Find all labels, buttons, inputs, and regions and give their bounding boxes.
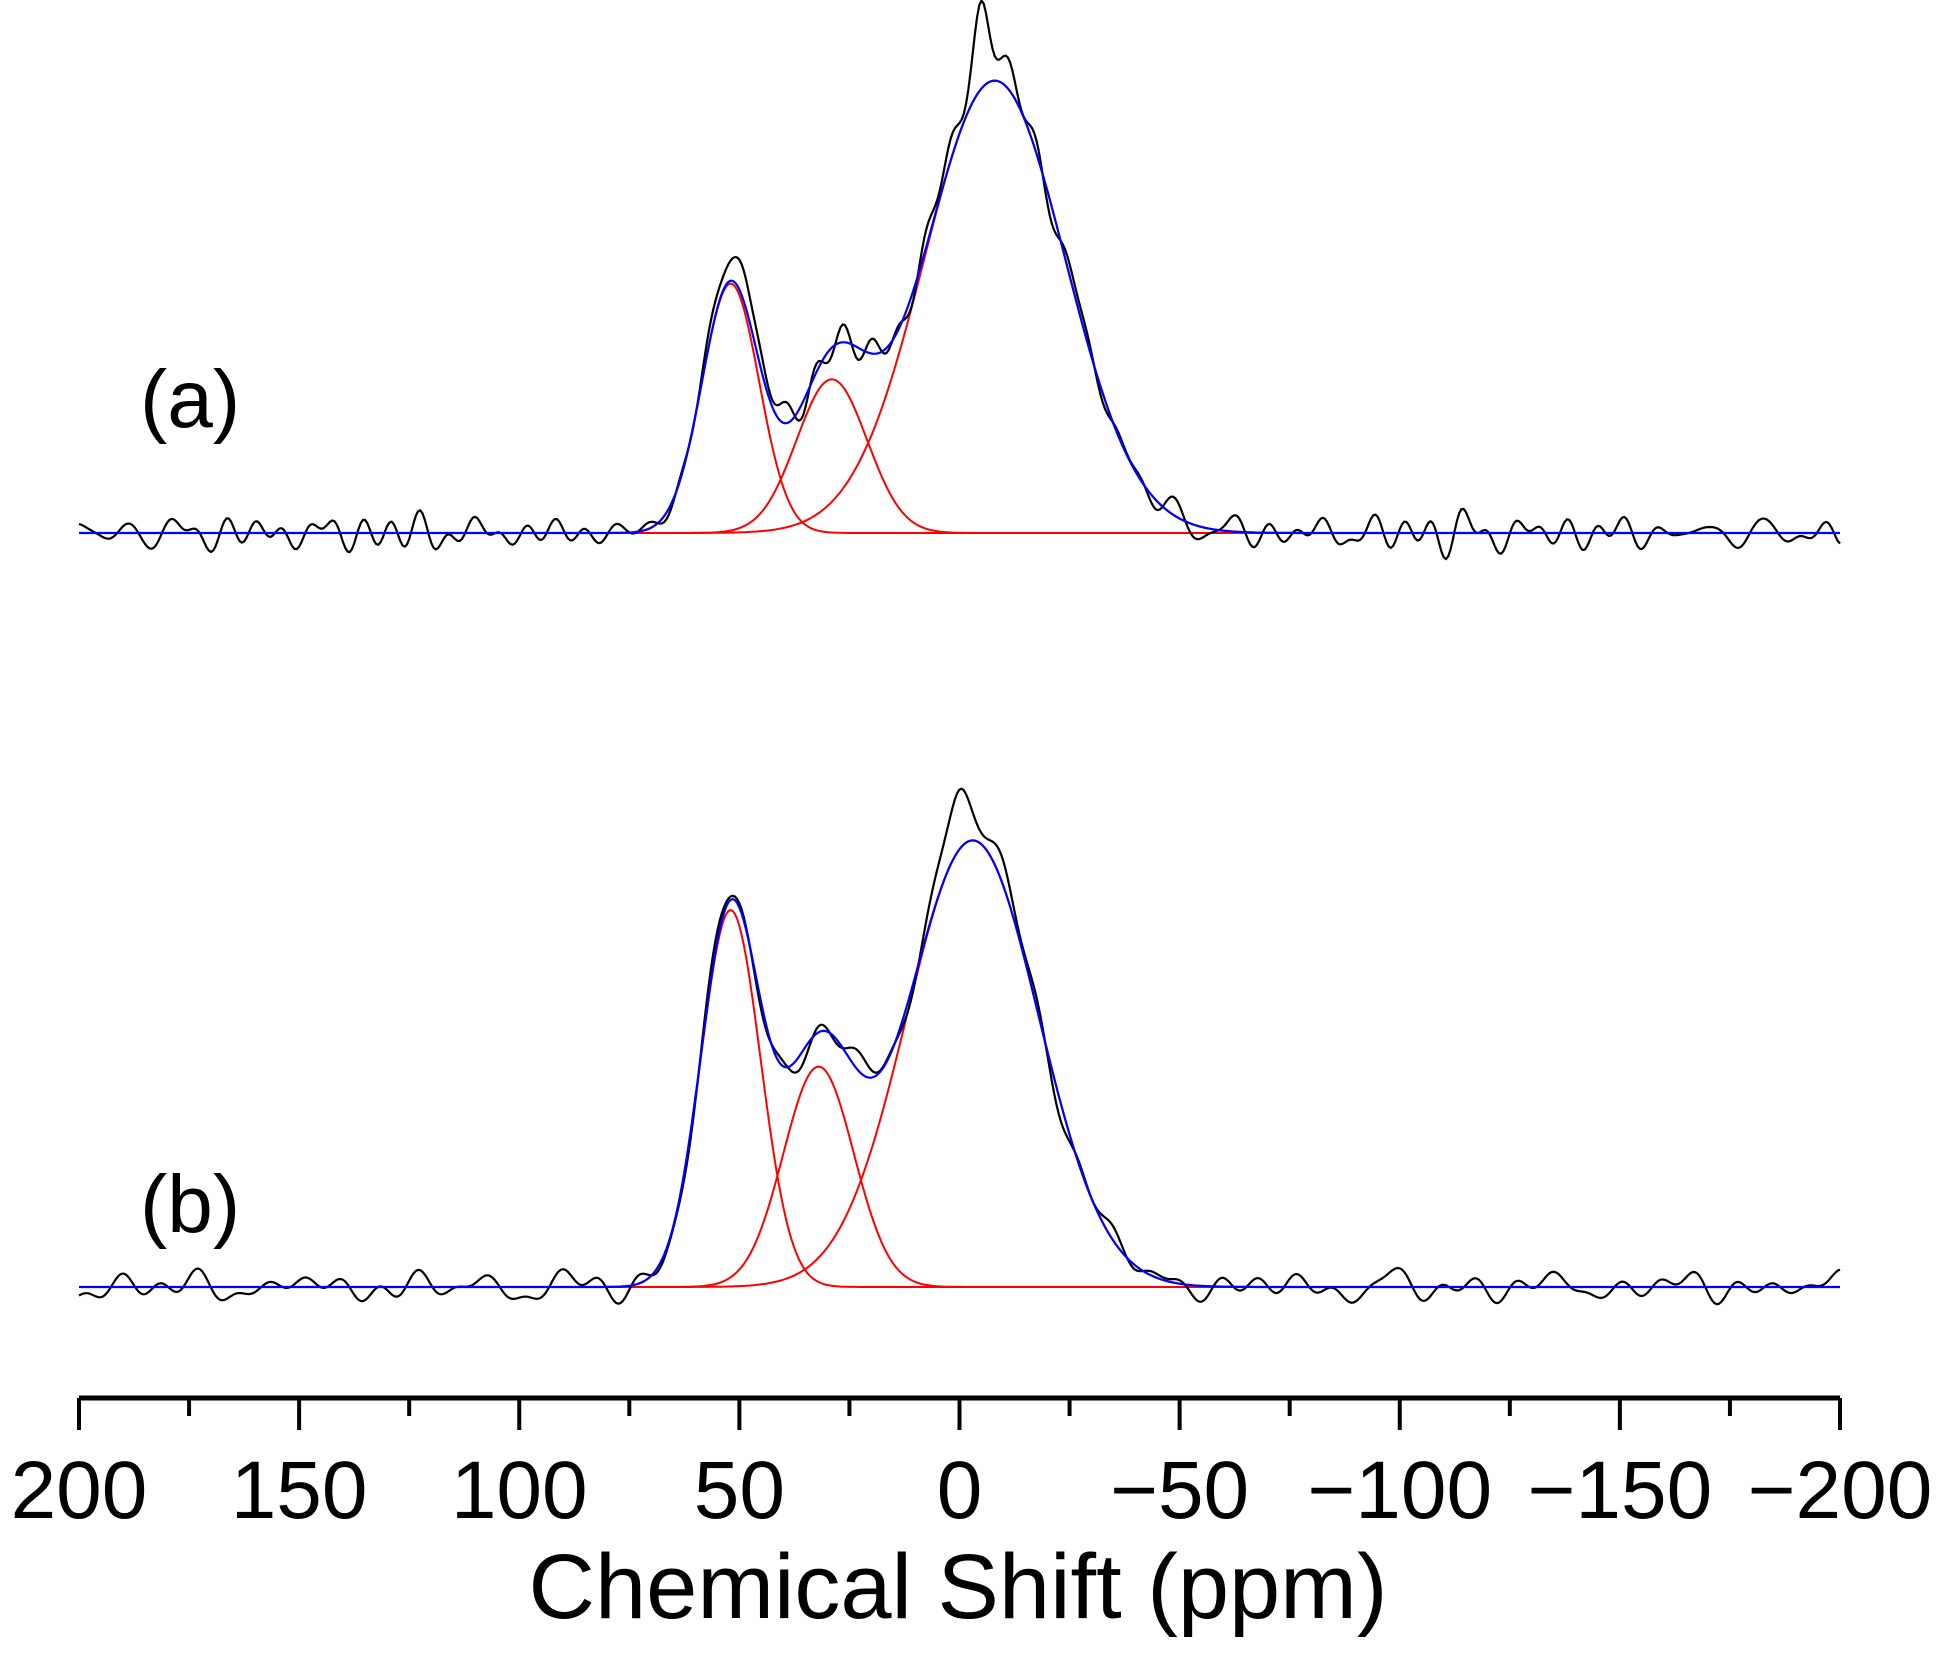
x-axis-title: Chemical Shift (ppm): [529, 1536, 1388, 1638]
x-tick-label: −200: [1748, 1445, 1933, 1536]
component-curve-3: [79, 79, 1840, 534]
experimental-spectrum: [78, 787, 1841, 1306]
component-curve-2: [79, 378, 1840, 534]
x-tick-label: 0: [937, 1445, 983, 1536]
x-tick-label: 200: [11, 1445, 148, 1536]
component-curve-1: [79, 908, 1840, 1288]
x-tick-label: −150: [1528, 1445, 1713, 1536]
x-tick-label: 150: [231, 1445, 368, 1536]
x-tick-label: −100: [1307, 1445, 1492, 1536]
component-curve-1: [79, 282, 1840, 534]
x-tick-label: 100: [451, 1445, 588, 1536]
panel-label-a: (a): [140, 354, 240, 445]
experimental-spectrum: [78, 0, 1841, 561]
panel-b: (b): [78, 787, 1841, 1306]
fit-total-curve: [79, 79, 1840, 535]
component-curve-2: [79, 1065, 1840, 1288]
component-curve-3: [79, 839, 1840, 1288]
panel-label-b: (b): [140, 1159, 240, 1250]
fit-total-curve: [79, 839, 1840, 1289]
x-axis: 200 150 100 50 0 −50 −100 −150 −200: [11, 1395, 1933, 1536]
x-tick-label: 50: [694, 1445, 785, 1536]
x-tick-label: −50: [1110, 1445, 1249, 1536]
panel-a: (a): [78, 0, 1841, 561]
